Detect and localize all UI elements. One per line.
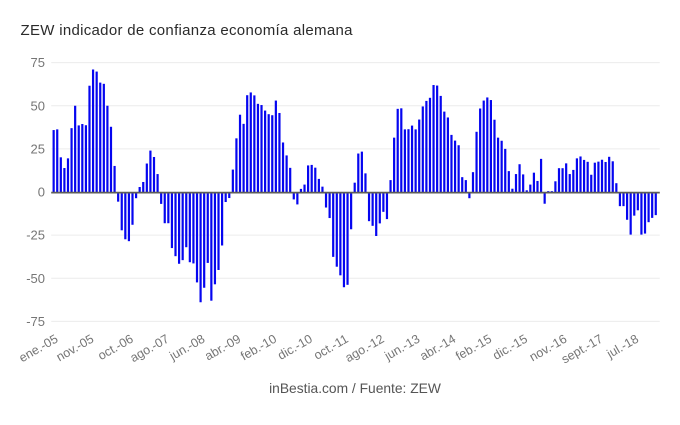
svg-text:-50: -50 [26, 271, 45, 286]
svg-text:25: 25 [31, 141, 45, 156]
svg-text:inBestia.com / Fuente: ZEW: inBestia.com / Fuente: ZEW [269, 381, 441, 396]
svg-text:ZEW indicador de confianza eco: ZEW indicador de confianza economía alem… [21, 22, 354, 39]
svg-text:75: 75 [31, 55, 45, 70]
svg-text:-75: -75 [26, 314, 45, 329]
svg-text:50: 50 [31, 98, 45, 113]
svg-text:-25: -25 [26, 228, 45, 243]
svg-text:0: 0 [38, 185, 45, 200]
